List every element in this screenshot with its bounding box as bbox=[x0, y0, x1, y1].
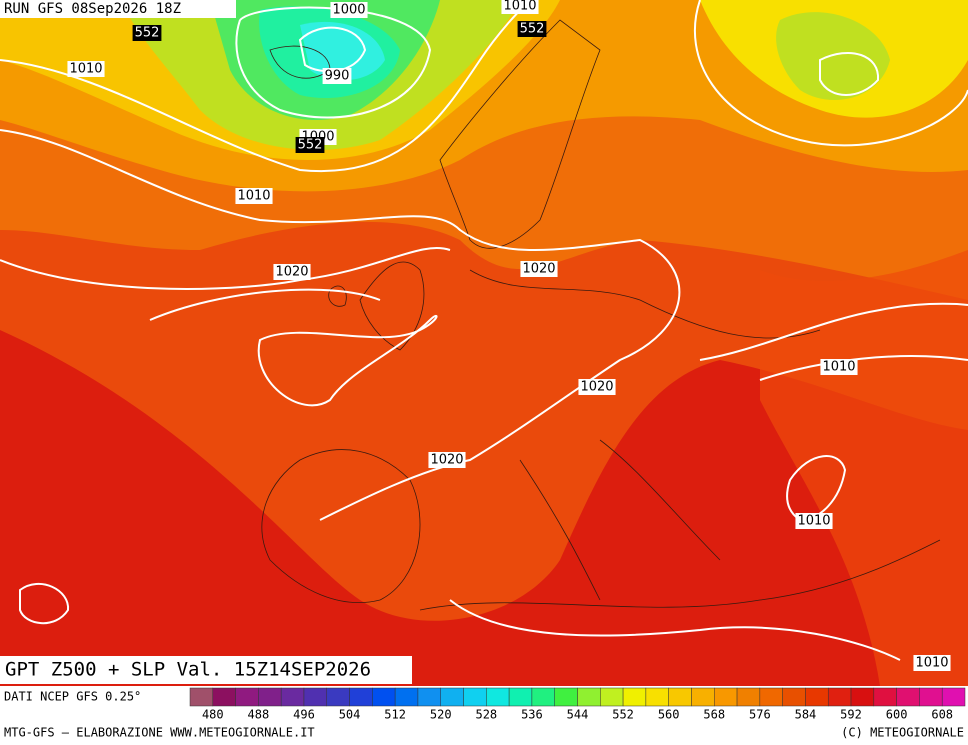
contour-label-box bbox=[132, 25, 162, 41]
colorbar-swatch bbox=[417, 687, 441, 707]
colorbar-tick-label: 552 bbox=[612, 708, 634, 722]
run-box bbox=[0, 0, 236, 18]
contour-label: 1010 bbox=[797, 514, 830, 529]
colorbar-swatch bbox=[189, 687, 214, 707]
contour-label: 1020 bbox=[522, 262, 555, 277]
contour-label-box bbox=[428, 452, 466, 468]
colorbar-swatch bbox=[622, 687, 647, 707]
colorbar-tick-label: 608 bbox=[931, 708, 953, 722]
contour-label-box bbox=[322, 68, 352, 84]
contour-label-box bbox=[501, 0, 539, 14]
colorbar-swatch bbox=[714, 687, 738, 707]
colorbar-swatch bbox=[691, 687, 715, 707]
contour-label: 1020 bbox=[580, 380, 613, 395]
colorbar-swatch bbox=[349, 687, 373, 707]
colorbar: 480 488 496 504 512 520 528 536 544 552 560 568 576 5… bbox=[189, 687, 966, 722]
colorbar-swatch bbox=[850, 687, 875, 707]
colorbar-swatch bbox=[486, 687, 510, 707]
contour-label-box bbox=[517, 21, 547, 37]
coastlines bbox=[261, 19, 941, 611]
contour-label-box bbox=[295, 137, 325, 153]
colorbar-swatch bbox=[303, 687, 328, 707]
contour-label: 1010 bbox=[822, 360, 855, 375]
colorbar-swatch bbox=[212, 687, 236, 707]
colorbar-swatch bbox=[554, 687, 578, 707]
contour-label: 1000 bbox=[332, 3, 365, 18]
contour-label: 1010 bbox=[915, 656, 948, 671]
colorbar-swatch bbox=[827, 687, 852, 707]
colorbar-swatch bbox=[531, 687, 555, 707]
colorbar-swatch bbox=[372, 687, 396, 707]
contour-label: 552 bbox=[135, 26, 160, 41]
colorbar-tick-label: 536 bbox=[521, 708, 543, 722]
colorbar-tick-label: 576 bbox=[749, 708, 771, 722]
colorbar-swatch bbox=[805, 687, 829, 707]
colorbar-swatch bbox=[508, 687, 533, 707]
colorbar-swatch bbox=[326, 687, 350, 707]
colorbar-tick-label: 568 bbox=[703, 708, 725, 722]
contour-label: 1020 bbox=[275, 265, 308, 280]
colorbar-swatch bbox=[600, 687, 624, 707]
run-label: RUN GFS 08Sep2026 18Z bbox=[4, 1, 181, 17]
colorbar-tick-label: 512 bbox=[384, 708, 406, 722]
contour-label: 1010 bbox=[69, 62, 102, 77]
contour-label-box bbox=[578, 379, 616, 395]
map-field bbox=[0, 0, 968, 686]
colorbar-swatch bbox=[873, 687, 897, 707]
colorbar-swatch bbox=[782, 687, 806, 707]
contour-label: 1010 bbox=[503, 0, 536, 14]
colorbar-tick-label: 488 bbox=[248, 708, 270, 722]
colorbar-tick-label: 592 bbox=[840, 708, 862, 722]
credit-left: MTG-GFS — ELABORAZIONE WWW.METEOGIORNALE… bbox=[4, 726, 315, 740]
contour-label-box bbox=[67, 61, 105, 77]
contour-label-box bbox=[273, 264, 311, 280]
contour-label-box bbox=[795, 513, 833, 529]
colorbar-swatch bbox=[668, 687, 692, 707]
contour-label: 1010 bbox=[237, 189, 270, 204]
contour-label-box bbox=[913, 655, 951, 671]
source-label: DATI NCEP GFS 0.25° bbox=[4, 690, 141, 704]
colorbar-tick-label: 496 bbox=[293, 708, 315, 722]
contour-labels: 1000101055210109901000552552101010201020… bbox=[67, 0, 951, 671]
colorbar-tick-label: 584 bbox=[795, 708, 817, 722]
colorbar-swatch bbox=[235, 687, 259, 707]
contour-label-box bbox=[820, 359, 858, 375]
colorbar-swatch bbox=[440, 687, 464, 707]
contour-label: 1020 bbox=[430, 453, 463, 468]
colorbar-tick-label: 520 bbox=[430, 708, 452, 722]
contour-label-box bbox=[520, 261, 558, 277]
colorbar-swatch bbox=[394, 687, 419, 707]
colorbar-tick-label: 480 bbox=[202, 708, 224, 722]
colorbar-swatch bbox=[577, 687, 601, 707]
contour-label-box bbox=[235, 188, 273, 204]
contour-label-box bbox=[330, 2, 368, 18]
colorbar-swatch bbox=[280, 687, 305, 707]
contour-label: 552 bbox=[520, 22, 545, 37]
colorbar-tick-label: 528 bbox=[475, 708, 497, 722]
contour-label: 990 bbox=[325, 69, 350, 84]
colorbar-swatch bbox=[736, 687, 761, 707]
colorbar-tick-label: 544 bbox=[567, 708, 589, 722]
colorbar-swatch bbox=[258, 687, 282, 707]
map-title: GPT Z500 + SLP Val. 15Z14SEP2026 bbox=[5, 659, 371, 681]
colorbar-tick-label: 600 bbox=[886, 708, 908, 722]
title-box bbox=[0, 656, 412, 684]
isobars bbox=[0, 0, 968, 661]
credit-right: (C) METEOGIORNALE bbox=[841, 726, 964, 740]
contour-label: 552 bbox=[298, 138, 323, 153]
colorbar-swatch bbox=[463, 687, 487, 707]
colorbar-swatch bbox=[645, 687, 669, 707]
colorbar-swatch bbox=[759, 687, 783, 707]
colorbar-swatch bbox=[919, 687, 943, 707]
colorbar-tick-label: 560 bbox=[658, 708, 680, 722]
colorbar-tick-label: 504 bbox=[339, 708, 361, 722]
colorbar-swatch bbox=[941, 687, 966, 707]
colorbar-swatch bbox=[896, 687, 920, 707]
